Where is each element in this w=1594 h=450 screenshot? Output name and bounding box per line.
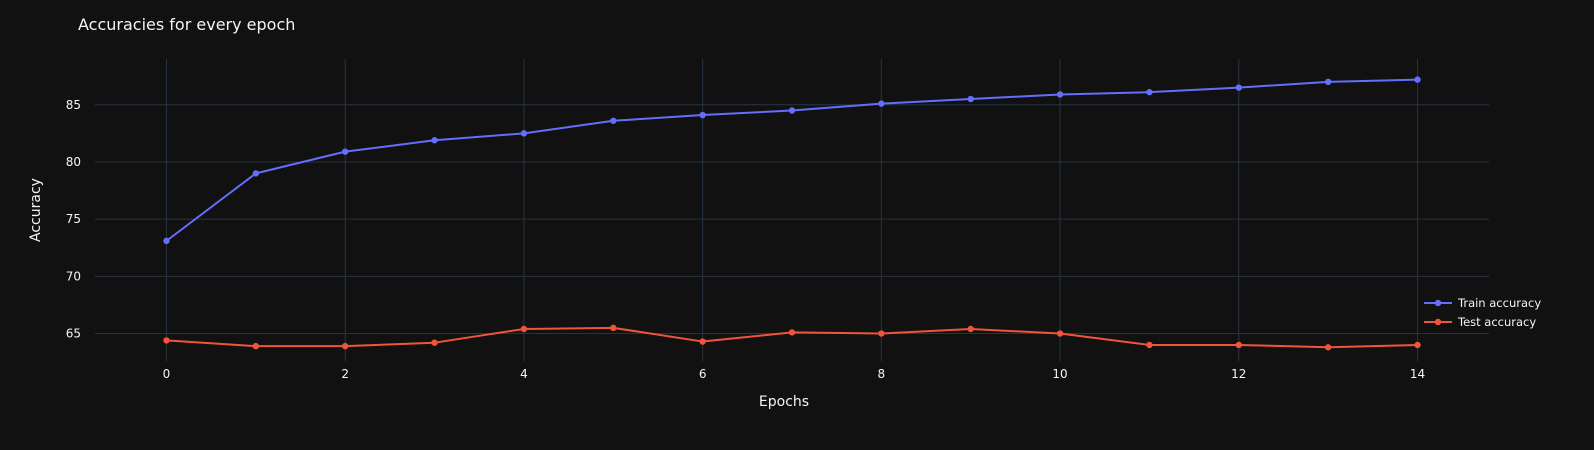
data-point[interactable] — [252, 342, 260, 350]
y-tick-labels: 65 70 75 80 85 — [66, 98, 81, 341]
grid-lines — [95, 59, 1489, 361]
legend[interactable]: Train accuracy Test accuracy — [1424, 296, 1541, 329]
x-tick-labels: 0 2 4 6 8 10 12 14 — [163, 367, 1425, 381]
data-point[interactable] — [610, 117, 617, 124]
x-tick-label: 0 — [163, 367, 171, 381]
legend-label: Test accuracy — [1457, 315, 1536, 329]
legend-swatch-marker — [1434, 299, 1442, 307]
data-point[interactable] — [342, 342, 349, 350]
data-point[interactable] — [878, 100, 885, 107]
data-point[interactable] — [163, 337, 170, 344]
series-group — [163, 76, 1421, 351]
data-point[interactable] — [788, 329, 796, 336]
x-axis-label: Epochs — [759, 394, 809, 410]
series-0 — [163, 76, 1421, 245]
data-point[interactable] — [1146, 341, 1153, 349]
y-tick-label: 75 — [66, 212, 81, 226]
data-point[interactable] — [1414, 76, 1421, 83]
y-tick-label: 70 — [66, 269, 81, 283]
y-axis-label: Accuracy — [28, 178, 44, 242]
data-point[interactable] — [699, 111, 706, 119]
x-tick-label: 2 — [341, 367, 349, 381]
legend-swatch-marker — [1434, 318, 1442, 326]
x-tick-label: 10 — [1052, 367, 1067, 381]
data-point[interactable] — [520, 130, 528, 137]
data-point[interactable] — [878, 330, 885, 337]
x-tick-label: 6 — [699, 367, 707, 381]
data-point[interactable] — [163, 237, 170, 245]
data-point[interactable] — [1324, 78, 1332, 86]
data-point[interactable] — [1056, 91, 1064, 98]
x-tick-label: 12 — [1231, 367, 1246, 381]
data-point[interactable] — [1146, 88, 1153, 96]
data-point[interactable] — [1056, 330, 1064, 337]
x-tick-label: 14 — [1410, 367, 1425, 381]
legend-item[interactable]: Test accuracy — [1424, 315, 1536, 329]
data-point[interactable] — [967, 95, 974, 103]
data-point[interactable] — [610, 324, 617, 332]
y-tick-label: 65 — [66, 327, 81, 341]
data-point[interactable] — [252, 170, 260, 177]
x-tick-label: 8 — [878, 367, 886, 381]
y-tick-label: 85 — [66, 98, 81, 112]
data-point[interactable] — [1414, 341, 1421, 349]
legend-item[interactable]: Train accuracy — [1424, 296, 1541, 310]
data-point[interactable] — [431, 339, 438, 346]
y-tick-label: 80 — [66, 155, 81, 169]
chart-title: Accuracies for every epoch — [78, 15, 295, 34]
data-point[interactable] — [1235, 84, 1242, 91]
data-point[interactable] — [1324, 344, 1332, 351]
data-point[interactable] — [699, 338, 706, 345]
data-point[interactable] — [431, 137, 438, 144]
data-point[interactable] — [967, 325, 974, 333]
data-point[interactable] — [1235, 341, 1242, 349]
series-1 — [163, 324, 1421, 351]
data-point[interactable] — [788, 107, 796, 114]
data-point[interactable] — [342, 148, 349, 155]
legend-label: Train accuracy — [1457, 296, 1541, 310]
data-point[interactable] — [520, 325, 528, 333]
x-tick-label: 4 — [520, 367, 528, 381]
